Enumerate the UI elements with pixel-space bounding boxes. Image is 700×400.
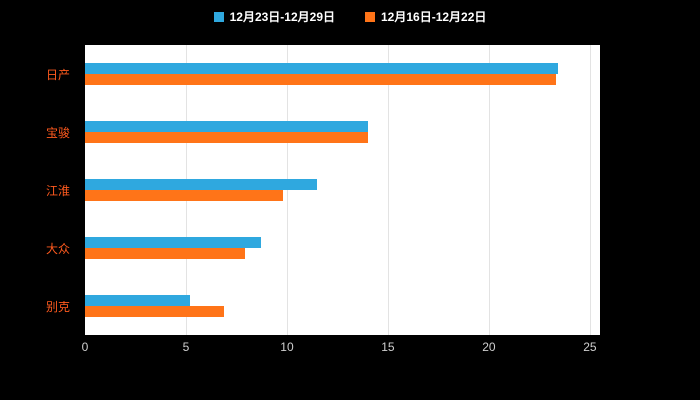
legend-label-week2: 12月23日-12月29日 [229,10,335,24]
x-tick-label: 25 [583,340,597,354]
bar-orange[interactable] [85,248,245,259]
bar-blue[interactable] [85,63,558,74]
gridline [387,45,389,335]
x-tick-label: 0 [81,340,89,354]
plot-area [85,45,600,335]
bar-group [85,103,600,161]
category-label: 江淮 [45,183,70,198]
bar-group [85,45,600,103]
x-tick-label: 15 [381,340,395,354]
category-label: 别克 [45,299,70,314]
legend-item-week2[interactable]: 12月23日-12月29日 [213,8,335,25]
x-tick-label: 20 [482,340,496,354]
category-labels: 日产宝骏江淮大众别克 [0,45,78,335]
x-axis: 0 5 10 15 20 25 [81,340,600,356]
gridline [488,45,490,335]
gridline [589,45,591,335]
bar-blue[interactable] [85,295,191,306]
x-tick-label: 5 [182,340,190,354]
bar-orange[interactable] [85,306,225,317]
x-tick-label: 10 [280,340,294,354]
bar-group [85,277,600,335]
legend-label-week1: 12月16日-12月22日 [381,10,487,24]
legend-item-week1[interactable]: 12月16日-12月22日 [365,8,486,25]
bar-blue[interactable] [85,237,261,248]
bar-blue[interactable] [85,121,368,132]
bar-orange[interactable] [85,132,368,143]
bar-group [85,161,600,219]
category-label: 宝骏 [45,125,70,140]
category-label: 大众 [45,241,70,256]
category-label: 日产 [45,67,70,82]
bar-orange[interactable] [85,74,556,85]
legend-swatch-blue-icon [213,11,224,22]
legend-swatch-orange-icon [365,11,375,22]
legend: 12月23日-12月29日 12月16日-12月22日 [0,8,700,25]
bar-blue[interactable] [85,179,318,190]
gridline [286,45,288,335]
bar-orange[interactable] [85,190,283,201]
bar-group [85,219,600,277]
